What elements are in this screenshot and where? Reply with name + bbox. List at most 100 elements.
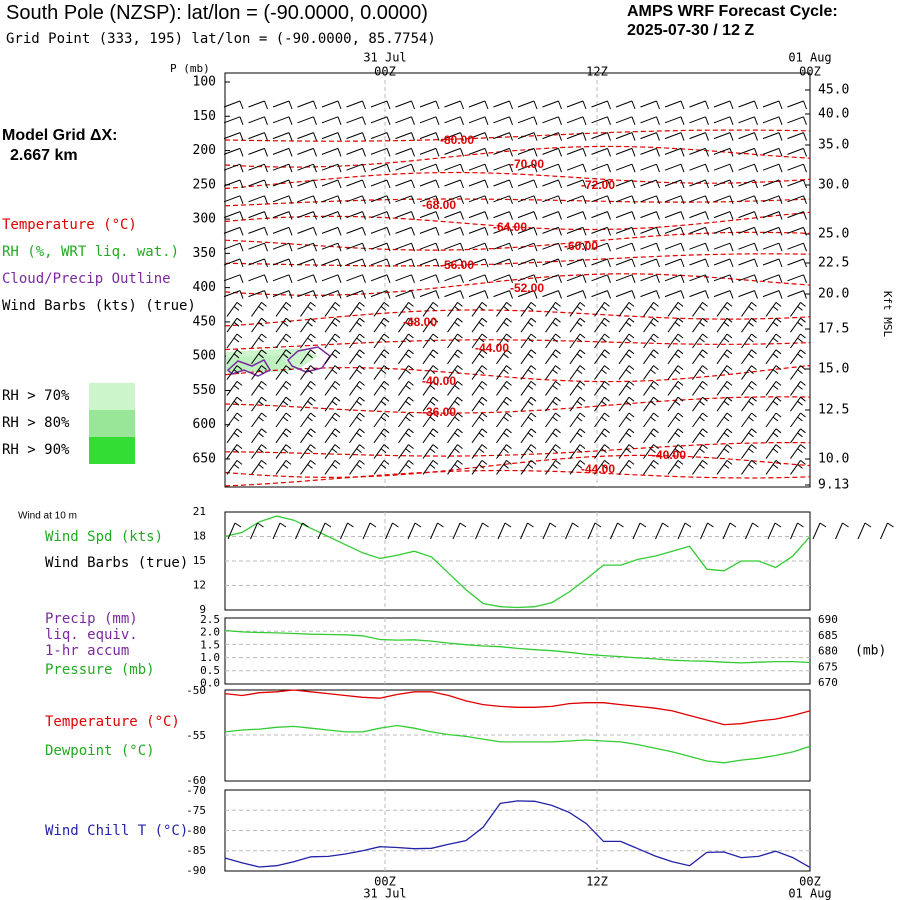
wind-barb (517, 116, 538, 125)
wind-barb (517, 100, 538, 110)
wind-barb-flag (362, 274, 366, 283)
wind-barb-flag (313, 132, 317, 141)
wind-barb-staff (395, 290, 412, 298)
wind-barb (738, 100, 758, 110)
wind-barb (713, 132, 734, 141)
wind-barb-staff (447, 412, 458, 428)
wind-barb (741, 365, 757, 380)
wind-barb-flag (288, 100, 293, 110)
wind-barb-staff (689, 242, 706, 250)
precip-y-tick: 0.5 (200, 664, 220, 677)
wind-barb-staff (716, 396, 728, 412)
wind-barb (297, 290, 317, 299)
wind-barb-staff (542, 226, 559, 234)
wind-barb-staff (444, 163, 461, 171)
wind-barb-flag (607, 179, 611, 189)
wind-barb (667, 381, 684, 396)
wind-barb (373, 349, 390, 365)
wind-barb-flag (705, 227, 709, 236)
wind-barb-flag (503, 385, 509, 390)
wind-barb (689, 274, 709, 283)
height-axis-label: Kft MSL (881, 291, 894, 338)
wind-barb-flag (653, 460, 659, 465)
wind-barb-flag (751, 349, 757, 355)
surface-wind-barb (520, 522, 534, 540)
wind-barb-flag (677, 317, 684, 323)
wind-barb-flag (437, 522, 444, 528)
wind-barb-flag (334, 365, 341, 370)
wind-barb-flag (530, 365, 537, 370)
wind-barb-flag (334, 333, 341, 339)
wind-barb-flag (751, 365, 757, 370)
surface-wind-barb (497, 522, 512, 540)
wind-barb-flag (726, 302, 733, 307)
wind-barb-staff (738, 211, 755, 219)
wind-barb-flag (509, 227, 513, 236)
wind-barb-flag (337, 211, 342, 220)
wind-barb-staff (787, 163, 804, 171)
wind-barb (419, 195, 440, 204)
wind-barb (545, 333, 561, 349)
wind-barb (370, 226, 391, 236)
wind-barb-staff (787, 242, 804, 250)
wind-barb-staff (767, 522, 776, 540)
wind-barb-flag (457, 412, 463, 418)
wind-barb-staff (640, 132, 657, 140)
wind-barb (545, 444, 561, 459)
wind-barb-flag (680, 290, 685, 299)
wind-barb-staff (300, 349, 311, 365)
surface-wind-barb (272, 522, 287, 540)
wind-barb-flag (334, 412, 341, 418)
wind-barb-flag (233, 306, 240, 311)
wind-barb-flag (530, 381, 537, 386)
surface-wind-barb (835, 522, 849, 540)
wind-barb (545, 381, 561, 396)
wind-barb-staff (447, 396, 458, 412)
wind-barb-flag (236, 302, 243, 307)
wind-barb-staff (716, 302, 728, 317)
wind-barb-flag (334, 349, 341, 355)
wind-barb-staff (422, 302, 434, 317)
wind-barb-flag (408, 444, 414, 449)
wind-barb-flag (435, 195, 440, 204)
wind-barb-staff (615, 258, 633, 266)
wind-barb-flag (282, 416, 289, 422)
wind-barb-staff (297, 179, 314, 187)
wind-barb (545, 317, 561, 333)
wind-barb (370, 116, 391, 125)
wind-barb-flag (631, 195, 636, 204)
wind-barb (321, 242, 342, 252)
wind-barb-flag (778, 227, 783, 236)
wind-barb-staff (542, 116, 559, 124)
wind-barb-staff (444, 290, 461, 298)
wind-barb (496, 444, 512, 459)
wind-barb (272, 132, 293, 141)
wind-barb (226, 349, 243, 365)
wind-barb-staff (741, 460, 752, 475)
wind-barb-flag (506, 412, 512, 418)
wind-barb-flag (460, 227, 464, 236)
top-time-tick: 00Z (799, 65, 821, 79)
wind-barb-flag (650, 385, 656, 390)
wind-barb (444, 179, 464, 189)
wind-barb-staff (664, 211, 682, 219)
wind-barb-flag (258, 464, 264, 469)
wind-barb-flag (484, 132, 489, 141)
wind-barb-flag (803, 290, 807, 299)
wind-barb-flag (408, 333, 414, 339)
wind-barb-staff (251, 349, 262, 365)
pressure-tick-label: 500 (193, 349, 216, 364)
wind-barb (618, 302, 635, 317)
wind-barb-staff (272, 179, 290, 187)
wind-barb-flag (356, 321, 362, 327)
surface-wind-barb (250, 522, 264, 540)
wind-barb-flag (752, 522, 759, 528)
wind-barb (493, 116, 513, 125)
wind-barb-flag (362, 164, 366, 173)
wind-barb-staff (373, 317, 385, 333)
wind-barb-flag (726, 412, 733, 418)
wind-barb (395, 226, 415, 236)
wind-barb (762, 274, 783, 283)
wind-barb-staff (419, 195, 437, 203)
wind-barb (297, 179, 317, 189)
